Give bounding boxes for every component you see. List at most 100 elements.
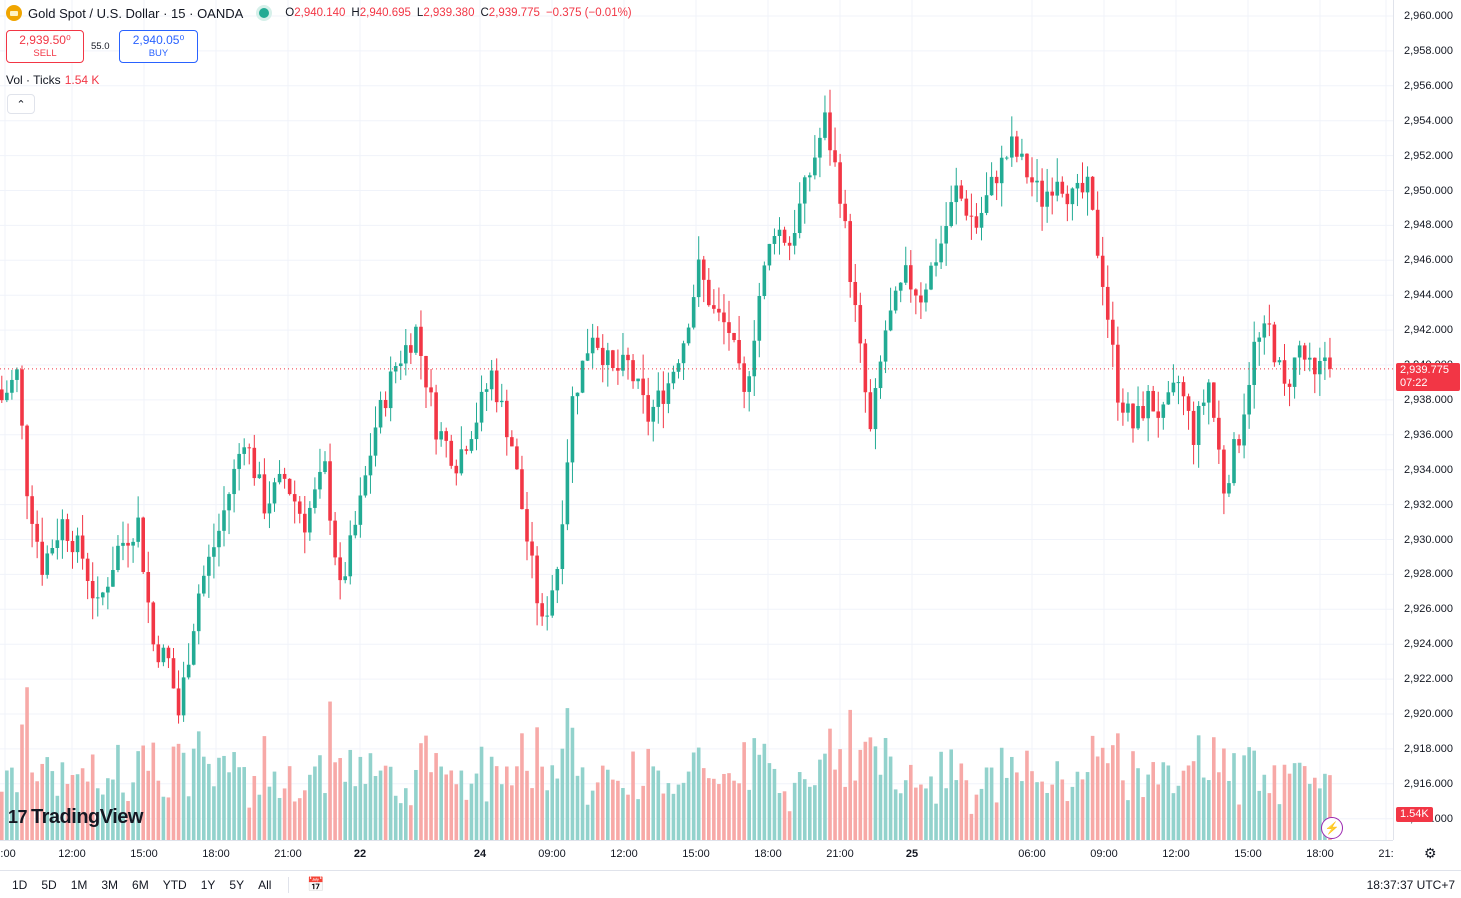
range-button-3m[interactable]: 3M xyxy=(101,877,119,892)
volume-bar xyxy=(1050,784,1054,840)
candle-body xyxy=(550,590,555,616)
tradingview-logo[interactable]: 17 TradingView xyxy=(8,806,143,829)
chevron-up-icon[interactable]: ⌃ xyxy=(7,94,35,114)
candle-body xyxy=(1116,344,1120,403)
candle-body xyxy=(1277,360,1282,363)
volume-bar xyxy=(494,766,499,840)
sell-button[interactable]: 2,939.50⁰ SELL xyxy=(6,30,84,63)
volume-bar xyxy=(989,767,994,840)
volume-bar xyxy=(414,769,418,840)
volume-bar xyxy=(1242,755,1246,840)
current-price-value: 2,939.775 xyxy=(1400,364,1449,376)
volume-bar xyxy=(459,770,464,840)
candle-body xyxy=(499,400,504,403)
symbol-title[interactable]: Gold Spot / U.S. Dollar · 15 · OANDA xyxy=(28,5,244,21)
volume-bar xyxy=(106,778,110,840)
candle-body xyxy=(1328,357,1332,369)
candle-body xyxy=(1161,404,1166,418)
volume-bar xyxy=(707,778,711,840)
candle-body xyxy=(914,289,918,296)
tradingview-mark-icon: 17 xyxy=(8,807,28,827)
volume-bar xyxy=(666,783,671,840)
volume-bar xyxy=(348,749,353,840)
candle-body xyxy=(15,369,19,380)
volume-bar xyxy=(515,766,519,840)
bottom-toolbar: 1D 5D 1M 3M 6M YTD 1Y 5Y All 📅 18:37:37 UTC+7 xyxy=(0,870,1461,898)
calendar-range-icon[interactable]: 📅 xyxy=(307,876,325,892)
candle-body xyxy=(924,289,928,303)
volume-bar xyxy=(1055,761,1060,840)
volume-bar xyxy=(0,791,4,840)
candle-body xyxy=(65,519,70,541)
candle-body xyxy=(1156,411,1161,418)
candle-body xyxy=(762,265,767,296)
candle-body xyxy=(505,400,509,438)
volume-bar xyxy=(15,792,19,840)
candle-body xyxy=(388,371,393,409)
volume-bar xyxy=(671,793,676,840)
range-button-5y[interactable]: 5Y xyxy=(229,877,245,892)
candle-body xyxy=(131,541,135,546)
range-button-1d[interactable]: 1D xyxy=(12,877,28,892)
candle-body xyxy=(368,455,373,476)
candle-body xyxy=(80,535,85,559)
market-open-status-icon[interactable] xyxy=(259,8,270,18)
volume-bar xyxy=(454,784,459,840)
volume-bar xyxy=(823,753,827,840)
buy-button[interactable]: 2,940.05⁰ BUY xyxy=(119,30,198,63)
candle-body xyxy=(919,295,923,303)
candle-body xyxy=(398,363,403,367)
volume-bar xyxy=(1257,790,1262,840)
time-tick-label: 22 xyxy=(353,848,367,860)
volume-bar xyxy=(1191,761,1196,840)
volume-bar xyxy=(813,785,817,840)
candle-body xyxy=(535,555,539,604)
volume-bar xyxy=(75,774,80,840)
lightning-icon[interactable]: ⚡ xyxy=(1321,817,1343,839)
candle-body xyxy=(994,176,999,184)
volume-bar xyxy=(202,756,206,840)
volume-bar xyxy=(530,788,534,840)
range-button-ytd[interactable]: YTD xyxy=(162,877,187,892)
candle-body xyxy=(30,496,34,524)
volume-bar xyxy=(378,770,383,840)
candle-body xyxy=(489,370,494,390)
volume-bar xyxy=(1237,804,1241,840)
range-selector: 1D 5D 1M 3M 6M YTD 1Y 5Y All xyxy=(5,878,278,892)
volume-bar xyxy=(969,813,974,840)
volume-bar xyxy=(1015,772,1019,840)
volume-bar xyxy=(95,788,100,840)
candle-body xyxy=(782,229,787,243)
range-button-1m[interactable]: 1M xyxy=(70,877,88,892)
volume-bar xyxy=(1111,745,1115,840)
candle-body xyxy=(1015,136,1019,157)
candle-body xyxy=(474,422,479,440)
price-axis[interactable]: 2,960.000 2,958.000 2,956.000 2,954.000 2,95… xyxy=(1393,0,1461,840)
candle-body xyxy=(767,243,772,266)
candle-body xyxy=(464,449,469,451)
volume-bar xyxy=(737,783,741,840)
volume-bar xyxy=(1217,772,1221,840)
candle-body xyxy=(156,644,161,663)
range-button-5d[interactable]: 5D xyxy=(41,877,57,892)
gear-icon[interactable]: ⚙ xyxy=(1424,845,1437,861)
volume-bar xyxy=(287,766,292,840)
candle-body xyxy=(893,290,898,311)
price-chart[interactable] xyxy=(0,0,1393,840)
volume-bar xyxy=(1045,792,1049,840)
volume-bar xyxy=(1227,780,1231,840)
candle-body xyxy=(585,353,590,361)
volume-legend[interactable]: Vol · Ticks 1.54 K xyxy=(6,73,99,87)
range-button-1y[interactable]: 1Y xyxy=(200,877,216,892)
ohlc-high-key: H xyxy=(351,7,360,19)
volume-bar xyxy=(439,766,443,840)
candle-body xyxy=(1080,182,1085,193)
clock[interactable]: 18:37:37 UTC+7 xyxy=(1366,878,1455,892)
volume-bar xyxy=(166,797,171,840)
range-button-6m[interactable]: 6M xyxy=(132,877,149,892)
candle-body xyxy=(161,647,166,663)
candle-body xyxy=(772,236,777,244)
range-button-all[interactable]: All xyxy=(258,877,272,892)
time-axis[interactable]: 9:00 12:00 15:00 18:00 21:00 22 24 09:00 12:00 15… xyxy=(0,840,1394,868)
candle-body xyxy=(813,157,817,176)
